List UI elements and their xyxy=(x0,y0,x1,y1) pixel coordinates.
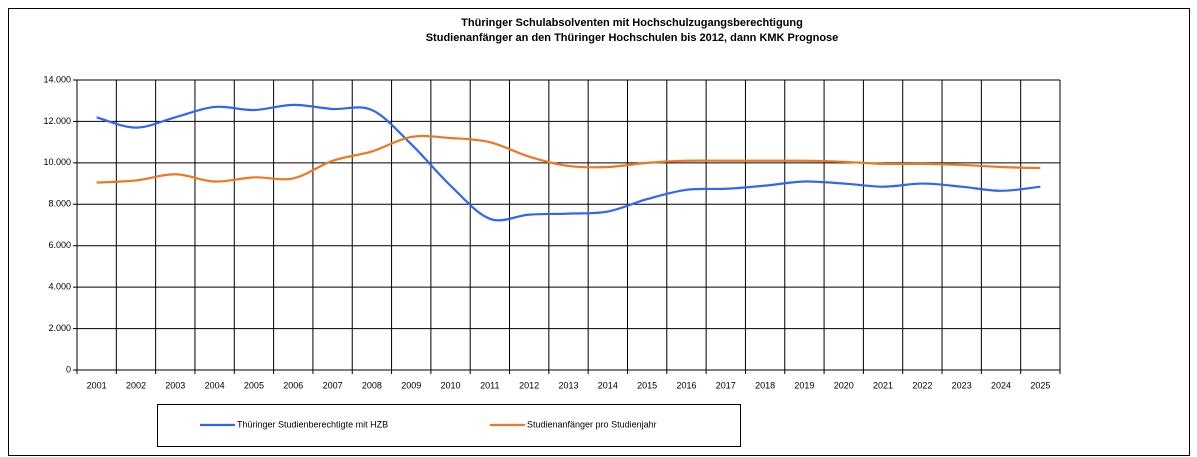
chart-border xyxy=(8,8,1190,456)
chart-subtitle: Studienanfänger an den Thüringer Hochsch… xyxy=(426,32,839,44)
x-tick-label: 2002 xyxy=(126,380,146,390)
x-tick-label: 2007 xyxy=(323,380,343,390)
x-tick-label: 2020 xyxy=(834,380,854,390)
x-tick-label: 2006 xyxy=(283,380,303,390)
x-tick-label: 2021 xyxy=(873,380,893,390)
y-tick-label: 6.000 xyxy=(48,240,71,250)
y-tick-label: 12.000 xyxy=(43,116,71,126)
x-tick-label: 2008 xyxy=(362,380,382,390)
x-tick-label: 2025 xyxy=(1030,380,1050,390)
chart-title: Thüringer Schulabsolventen mit Hochschul… xyxy=(461,17,803,29)
x-tick-label: 2012 xyxy=(519,380,539,390)
legend-box xyxy=(157,404,741,447)
x-tick-label: 2001 xyxy=(87,380,107,390)
x-tick-label: 2023 xyxy=(952,380,972,390)
series-line xyxy=(96,103,1041,222)
x-tick-label: 2015 xyxy=(637,380,657,390)
x-tick-label: 2018 xyxy=(755,380,775,390)
x-tick-label: 2004 xyxy=(205,380,225,390)
x-tick-label: 2010 xyxy=(441,380,461,390)
legend-label: Thüringer Studienberechtigte mit HZB xyxy=(237,419,388,429)
y-tick-label: 10.000 xyxy=(43,157,71,167)
x-tick-label: 2016 xyxy=(676,380,696,390)
x-tick-label: 2011 xyxy=(480,380,499,390)
series-line xyxy=(96,134,1041,184)
x-tick-label: 2013 xyxy=(558,380,578,390)
x-tick-label: 2017 xyxy=(716,380,736,390)
y-tick-label: 2.000 xyxy=(48,323,71,333)
x-tick-label: 2003 xyxy=(165,380,185,390)
x-tick-label: 2022 xyxy=(912,380,932,390)
x-tick-label: 2019 xyxy=(794,380,814,390)
y-tick-label: 14.000 xyxy=(43,74,71,84)
x-tick-label: 2005 xyxy=(244,380,264,390)
legend-label: Studienanfänger pro Studienjahr xyxy=(527,419,657,429)
x-tick-label: 2014 xyxy=(598,380,618,390)
y-tick-label: 0 xyxy=(66,364,71,374)
x-tick-label: 2024 xyxy=(991,380,1011,390)
y-tick-label: 4.000 xyxy=(48,282,71,292)
x-tick-label: 2009 xyxy=(401,380,421,390)
y-tick-label: 8.000 xyxy=(48,199,71,209)
